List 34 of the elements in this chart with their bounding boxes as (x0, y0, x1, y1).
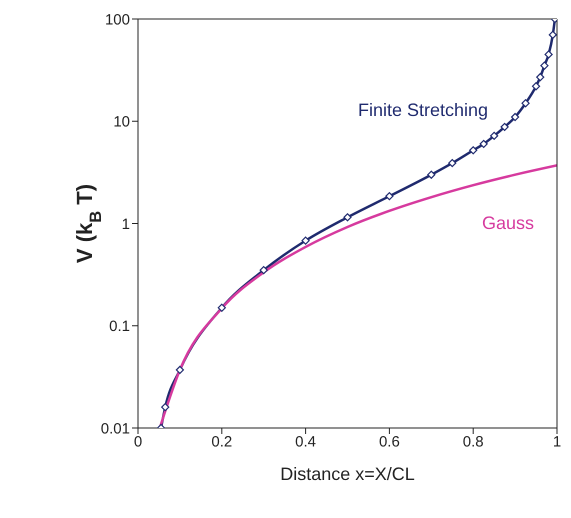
point (536, 73, 544, 82)
point (490, 132, 498, 140)
y-tick-label: 0.1 (109, 318, 130, 336)
y-tick-label: 1 (122, 216, 130, 233)
x-axis-title: Distance x=X/CL (280, 464, 415, 484)
point (500, 122, 509, 132)
x-tick-label: 0.2 (211, 434, 232, 451)
series-label: Gauss (482, 213, 534, 234)
point (521, 99, 530, 108)
point (176, 366, 184, 374)
point (343, 213, 352, 222)
y-tick-label: 0.01 (100, 420, 130, 438)
series-label: Finite Stretching (358, 100, 488, 121)
point (540, 62, 549, 70)
x-tick-label: 0 (134, 434, 142, 451)
x-tick-label: 1 (552, 434, 562, 451)
x-tick-label: 0.8 (462, 434, 484, 451)
point (511, 112, 520, 122)
point (469, 146, 478, 154)
point (480, 140, 488, 148)
point (548, 30, 557, 39)
y-tick-label: 10 (113, 114, 130, 131)
point (260, 266, 268, 274)
y-tick-label: 100 (104, 11, 130, 28)
point (544, 50, 553, 59)
point (385, 192, 394, 200)
point (532, 82, 540, 90)
point (427, 170, 436, 179)
point (448, 158, 456, 168)
x-tick-label: 0.4 (295, 434, 316, 451)
point (302, 236, 310, 245)
x-tick-label: 0.6 (378, 434, 400, 451)
point (218, 304, 226, 312)
point (161, 403, 170, 412)
